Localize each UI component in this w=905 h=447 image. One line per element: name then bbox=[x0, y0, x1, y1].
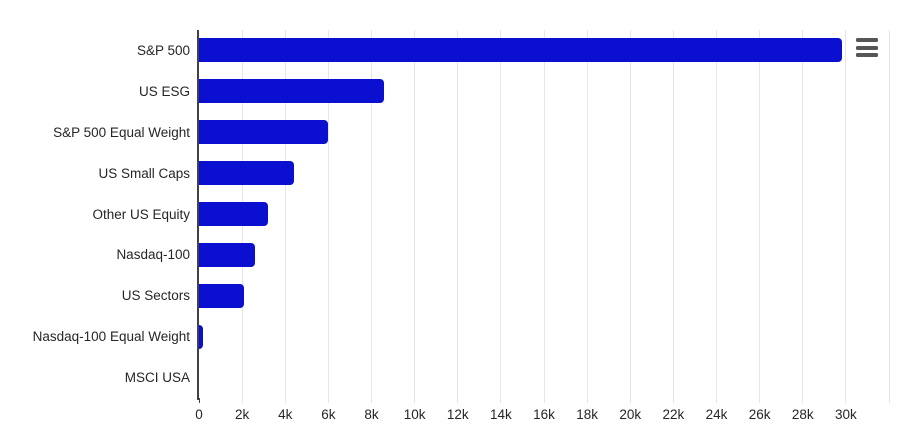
x-axis-tick-label: 28k bbox=[791, 407, 814, 422]
x-axis-tick bbox=[198, 398, 200, 403]
x-axis-tick-label: 16k bbox=[533, 407, 555, 422]
category-label: US Sectors bbox=[121, 288, 190, 304]
x-axis-tick-label: 26k bbox=[748, 407, 771, 422]
bar-us-sectors[interactable] bbox=[199, 283, 245, 308]
x-axis-tick-label: 4k bbox=[278, 407, 293, 422]
bar-us-esg[interactable] bbox=[199, 79, 385, 104]
bar-us-small-caps[interactable] bbox=[199, 161, 294, 186]
bar-nasdaq-100-equal-weight[interactable] bbox=[199, 324, 204, 349]
gridline bbox=[284, 30, 286, 398]
x-axis-tick bbox=[845, 398, 847, 403]
x-axis-tick bbox=[327, 398, 329, 403]
hamburger-menu-icon[interactable] bbox=[855, 37, 879, 58]
category-label: Nasdaq-100 Equal Weight bbox=[32, 329, 190, 345]
gridline bbox=[802, 30, 804, 398]
bar-s-p-500-equal-weight[interactable] bbox=[199, 120, 329, 145]
gridline bbox=[457, 30, 459, 398]
category-label: US Small Caps bbox=[98, 165, 190, 181]
x-axis-tick-label: 0 bbox=[195, 407, 203, 422]
x-axis-tick-label: 30k bbox=[834, 407, 857, 422]
x-axis-tick bbox=[802, 398, 804, 403]
category-label: Other US Equity bbox=[92, 206, 190, 222]
gridline bbox=[888, 30, 890, 398]
category-label: S&P 500 Equal Weight bbox=[53, 124, 190, 140]
x-axis-tick-label: 22k bbox=[662, 407, 685, 422]
category-label: US ESG bbox=[138, 83, 190, 99]
category-label: MSCI USA bbox=[124, 370, 190, 386]
hamburger-bar bbox=[856, 38, 878, 42]
hamburger-bar bbox=[856, 53, 878, 57]
x-axis-tick bbox=[629, 398, 631, 403]
x-axis-tick bbox=[672, 398, 674, 403]
x-axis-tick bbox=[371, 398, 372, 403]
gridline bbox=[672, 30, 674, 398]
category-label: Nasdaq-100 bbox=[116, 247, 190, 263]
gridline bbox=[716, 30, 717, 398]
plot-area bbox=[199, 30, 890, 398]
gridline bbox=[327, 30, 329, 398]
gridline bbox=[543, 30, 545, 398]
gridline bbox=[759, 30, 761, 398]
x-axis-tick bbox=[241, 398, 243, 403]
x-axis-tick-label: 8k bbox=[364, 407, 379, 422]
bar-other-us-equity[interactable] bbox=[199, 202, 268, 226]
gridline bbox=[414, 30, 416, 398]
x-axis-tick-label: 2k bbox=[234, 407, 250, 422]
x-axis-tick-label: 24k bbox=[705, 407, 728, 422]
x-axis-tick-label: 18k bbox=[576, 407, 599, 422]
x-axis-tick bbox=[284, 398, 286, 403]
bar-nasdaq-100[interactable] bbox=[199, 242, 256, 267]
x-axis-tick bbox=[888, 398, 890, 403]
hamburger-bar bbox=[856, 45, 878, 50]
x-axis-tick-label: 20k bbox=[619, 407, 642, 422]
bar-s-p-500[interactable] bbox=[199, 38, 842, 63]
x-axis-tick-label: 14k bbox=[489, 407, 512, 422]
x-axis-tick bbox=[414, 398, 416, 403]
x-axis-tick bbox=[759, 398, 761, 403]
y-axis-line bbox=[197, 30, 199, 400]
gridline bbox=[500, 30, 502, 398]
x-axis-tick-label: 10k bbox=[403, 407, 426, 422]
x-axis-tick-label: 6k bbox=[321, 407, 336, 422]
gridline bbox=[845, 30, 847, 398]
category-label: S&P 500 bbox=[136, 42, 190, 58]
gridline bbox=[586, 30, 588, 398]
gridline bbox=[371, 30, 372, 398]
x-axis-tick bbox=[457, 398, 459, 403]
gridline bbox=[629, 30, 631, 398]
x-axis-tick bbox=[716, 398, 717, 403]
x-axis-tick bbox=[543, 398, 545, 403]
x-axis-tick-label: 12k bbox=[446, 407, 469, 422]
x-axis-tick bbox=[586, 398, 588, 403]
x-axis-tick bbox=[500, 398, 502, 403]
